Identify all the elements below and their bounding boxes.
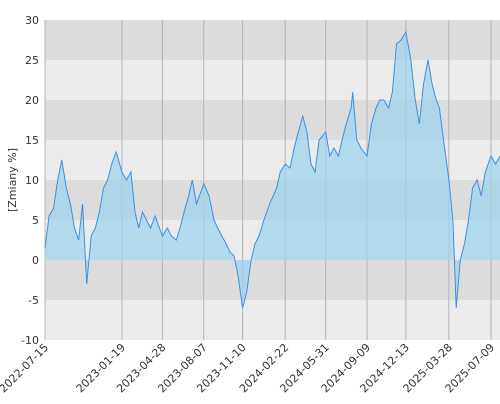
x-tick-labels: 2022-07-15 2023-01-192023-04-282023-08-07… [0,341,497,395]
y-tick-label: 0 [32,254,39,267]
y-tick-labels: -10 -5 0 5 10 15 20 25 30 [21,14,39,347]
y-tick-label: 15 [25,134,39,147]
x-tick-label: 2022-07-15 [0,341,51,395]
series-area [45,32,500,308]
y-tick-label: -10 [21,334,39,347]
grid-band [45,300,500,340]
y-axis-label: [Zmiany %] [6,148,19,212]
y-tick-label: 30 [25,14,39,27]
grid-band [45,20,500,60]
series-line [44,30,500,309]
y-tick-label: 5 [32,214,39,227]
series-layer [44,30,500,309]
y-tick-label: 10 [25,174,39,187]
y-tick-label: 25 [25,54,39,67]
y-tick-label: -5 [28,294,39,307]
y-tick-label: 20 [25,94,39,107]
grid-band [45,260,500,300]
